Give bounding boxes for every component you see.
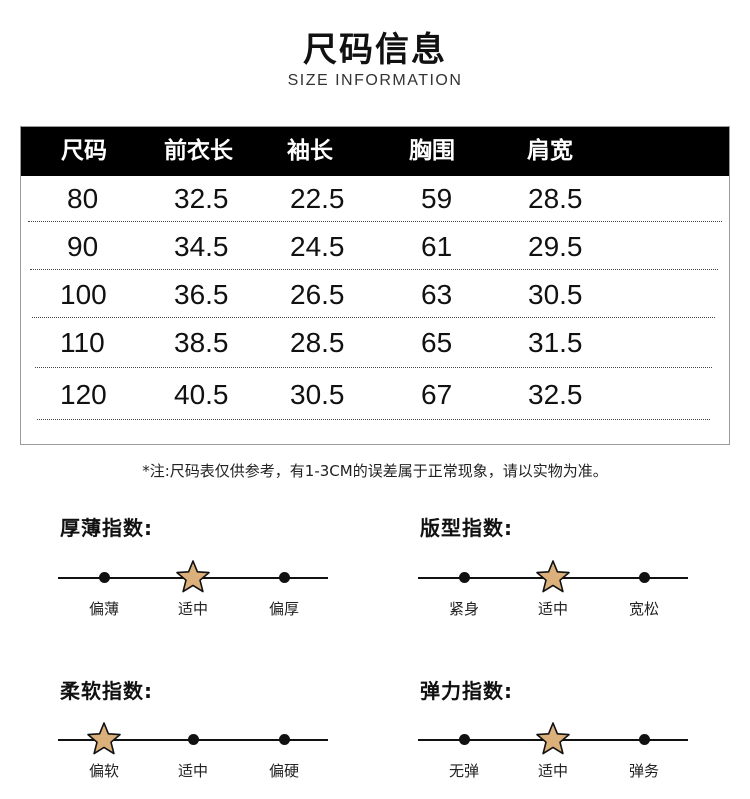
table-cell: 67: [421, 379, 453, 410]
table-row: 120 40.5 30.5 67 32.5: [21, 373, 729, 421]
table-cell: 30.5: [290, 379, 345, 410]
dot-icon: [638, 572, 650, 583]
column-header-size: 尺码: [61, 138, 107, 164]
option-label: 紧身: [448, 600, 479, 618]
table-cell: 80: [67, 183, 99, 214]
table-cell: 29.5: [528, 231, 583, 262]
option-label: 偏硬: [268, 762, 299, 780]
option-label: 适中: [177, 762, 208, 780]
row-divider: [35, 367, 712, 368]
size-note: *注:尺码表仅供参考，有1-3CM的误差属于正常现象，请以实物为准。: [142, 462, 608, 480]
dot-icon: [458, 734, 470, 745]
table-row: 110 38.5 28.5 65 31.5: [21, 321, 729, 369]
table-cell: 26.5: [290, 279, 345, 310]
page-subtitle: SIZE INFORMATION: [287, 72, 463, 89]
row-divider: [32, 317, 715, 318]
row-divider: [30, 269, 718, 270]
star-icon: [86, 721, 122, 757]
dot-icon: [458, 572, 470, 583]
table-row: 100 36.5 26.5 63 30.5: [21, 273, 729, 321]
table-cell: 110: [60, 327, 105, 358]
table-cell: 22.5: [290, 183, 345, 214]
option-label: 适中: [177, 600, 208, 618]
star-icon: [535, 559, 571, 595]
option-label: 偏薄: [88, 600, 119, 618]
table-cell: 90: [67, 231, 99, 262]
option-label: 偏厚: [268, 600, 299, 618]
table-cell: 32.5: [528, 379, 583, 410]
dot-icon: [278, 734, 290, 745]
table-cell: 36.5: [174, 279, 229, 310]
table-cell: 65: [421, 327, 453, 358]
table-cell: 120: [60, 379, 107, 410]
star-icon: [535, 721, 571, 757]
table-cell: 24.5: [290, 231, 345, 262]
column-header-sleeve-length: 袖长: [287, 138, 333, 164]
option-label: 偏软: [88, 762, 119, 780]
index-title-fit: 版型指数:: [420, 516, 513, 540]
option-label: 适中: [537, 600, 568, 618]
table-cell: 63: [421, 279, 453, 310]
table-cell: 32.5: [174, 183, 229, 214]
dot-icon: [638, 734, 650, 745]
size-table: 尺码 前衣长 袖长 胸围 肩宽 80 32.5 22.5 59 28.5 90 …: [20, 126, 730, 445]
table-cell: 59: [421, 183, 453, 214]
option-label: 无弹: [448, 762, 479, 780]
dot-icon: [278, 572, 290, 583]
table-cell: 40.5: [174, 379, 229, 410]
table-cell: 61: [421, 231, 453, 262]
table-cell: 30.5: [528, 279, 583, 310]
table-cell: 34.5: [174, 231, 229, 262]
page-title: 尺码信息: [303, 30, 447, 70]
elasticity-scale: 无弹 适中 弹务: [418, 721, 688, 781]
table-cell: 38.5: [174, 327, 229, 358]
thickness-scale: 偏薄 适中 偏厚: [58, 559, 328, 619]
row-divider: [28, 221, 722, 222]
column-header-front-length: 前衣长: [164, 138, 233, 164]
dot-icon: [98, 572, 110, 583]
column-header-chest: 胸围: [409, 138, 455, 164]
index-title-elasticity: 弹力指数:: [420, 679, 513, 703]
table-header: 尺码 前衣长 袖长 胸围 肩宽: [21, 127, 729, 176]
star-icon: [175, 559, 211, 595]
index-title-thickness: 厚薄指数:: [60, 516, 153, 540]
dot-icon: [187, 734, 199, 745]
table-cell: 100: [60, 279, 107, 310]
option-label: 宽松: [628, 600, 659, 618]
option-label: 适中: [537, 762, 568, 780]
table-cell: 28.5: [290, 327, 345, 358]
table-cell: 31.5: [528, 327, 583, 358]
table-cell: 28.5: [528, 183, 583, 214]
softness-scale: 偏软 适中 偏硬: [58, 721, 328, 781]
table-row: 80 32.5 22.5 59 28.5: [21, 177, 729, 225]
row-divider: [37, 419, 710, 420]
column-header-shoulder: 肩宽: [527, 138, 573, 164]
table-row: 90 34.5 24.5 61 29.5: [21, 225, 729, 273]
fit-scale: 紧身 适中 宽松: [418, 559, 688, 619]
index-title-softness: 柔软指数:: [60, 679, 153, 703]
option-label: 弹务: [628, 762, 659, 780]
